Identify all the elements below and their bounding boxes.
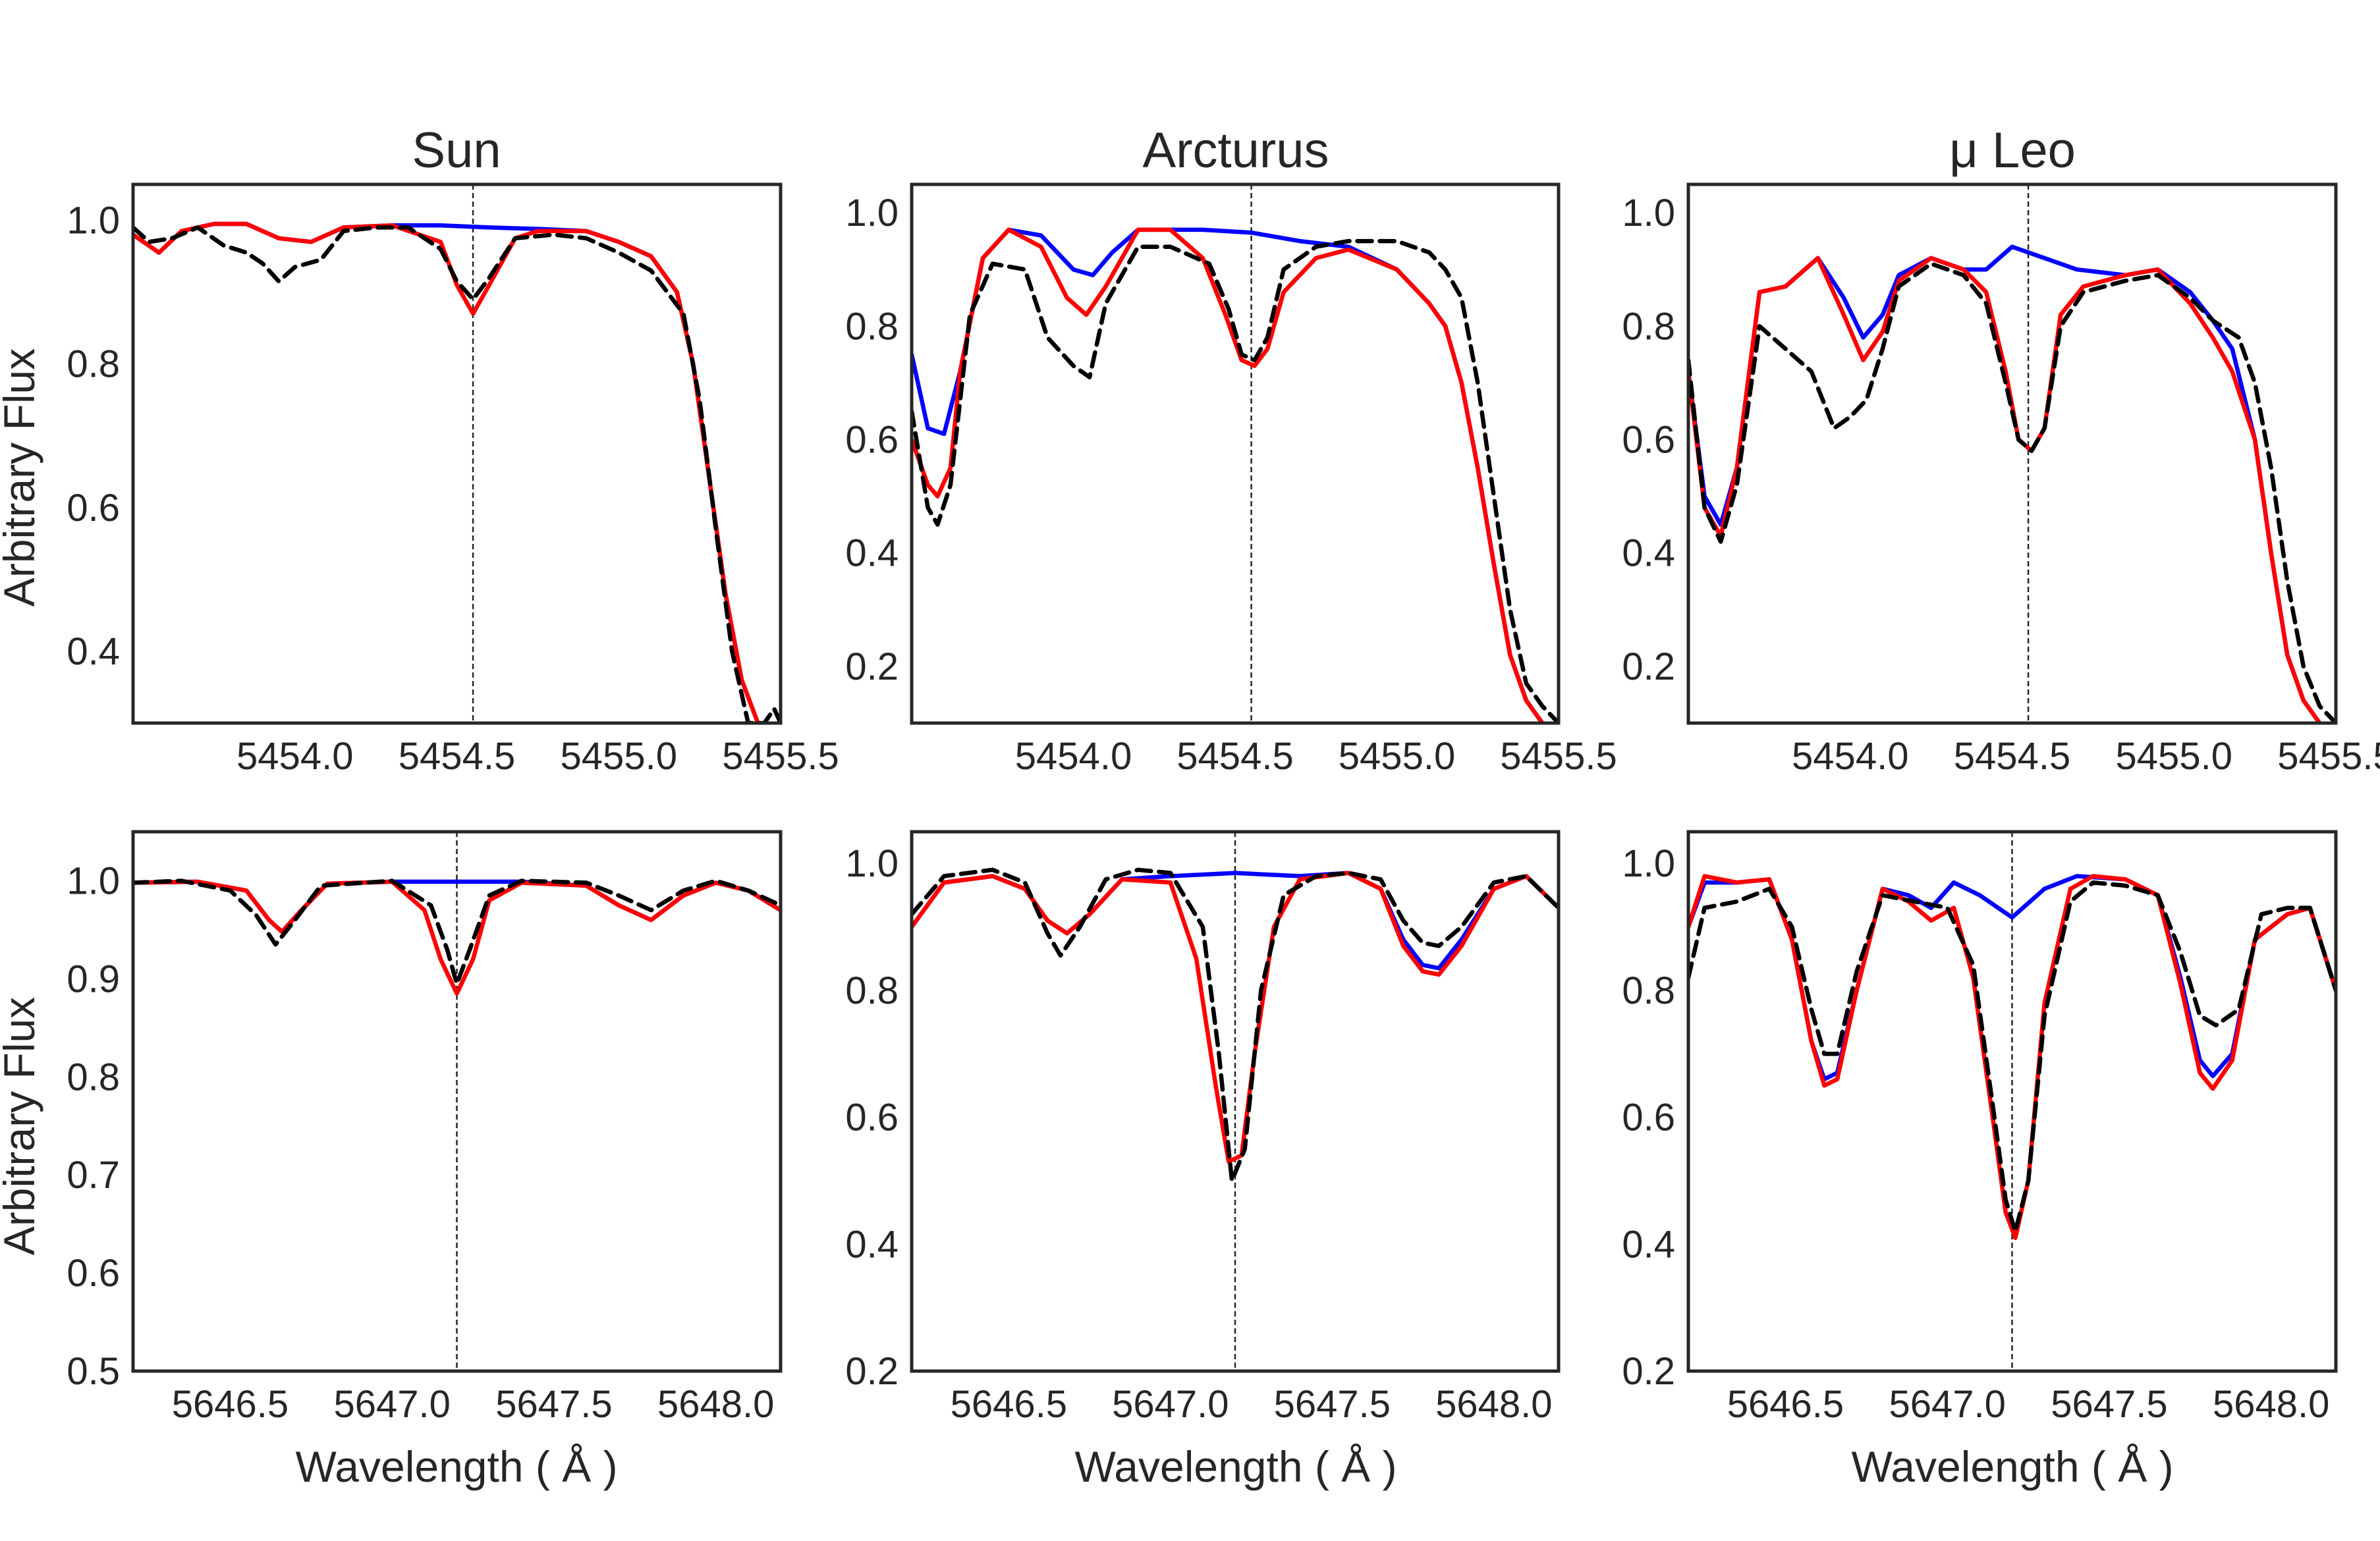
- x-tick-label: 5646.5: [172, 1383, 289, 1426]
- x-tick-label: 5646.5: [951, 1383, 1067, 1426]
- x-tick-label: 5648.0: [2213, 1383, 2329, 1426]
- x-tick-label: 5648.0: [657, 1383, 774, 1426]
- y-tick-label: 0.4: [1622, 1223, 1675, 1266]
- series-red: [1688, 256, 2322, 723]
- plot-area: [133, 832, 781, 1371]
- x-tick-label: 5455.0: [561, 735, 677, 778]
- y-tick-label: 1.0: [67, 200, 120, 242]
- y-tick-label: 0.6: [67, 487, 120, 529]
- y-tick-label: 0.2: [845, 645, 899, 688]
- panel-title-sun: Sun: [412, 122, 501, 178]
- y-tick-label: 1.0: [845, 842, 899, 885]
- x-tick-label: 5455.0: [1339, 735, 1455, 778]
- x-tick-label: 5648.0: [1435, 1383, 1552, 1426]
- axes-frame: [1686, 182, 2338, 725]
- y-tick-label: 0.7: [67, 1154, 120, 1197]
- x-axis-label-right: Wavelength ( Å ): [1851, 1442, 2173, 1491]
- x-tick-label: 5454.0: [236, 735, 353, 778]
- x-axis-label-middle: Wavelength ( Å ): [1074, 1442, 1397, 1491]
- y-tick-label: 0.8: [1622, 305, 1675, 348]
- y-tick-label: 1.0: [1622, 192, 1675, 234]
- axes-frame: [910, 182, 1561, 725]
- x-tick-label: 5647.0: [333, 1383, 450, 1426]
- x-tick-label: 5454.5: [399, 735, 515, 778]
- panel-title-mu-leo: μ Leo: [1949, 122, 2076, 178]
- y-axis-label-top: Arbitrary Flux: [0, 348, 43, 607]
- y-tick-label: 0.2: [1622, 645, 1675, 688]
- plot-area: [133, 184, 781, 723]
- plot-area: [1688, 184, 2336, 723]
- y-tick-label: 0.5: [67, 1350, 120, 1393]
- x-tick-label: 5455.5: [2277, 735, 2380, 778]
- y-tick-label: 0.4: [67, 630, 120, 673]
- x-tick-label: 5454.0: [1015, 735, 1132, 778]
- panel-sun-bottom: 5646.5 5647.0 5647.5 5648.0 0.5 0.6 0.7 0.8 0.9 1…: [67, 830, 783, 1426]
- y-tick-label: 0.6: [845, 1096, 899, 1139]
- axes-frame: [910, 830, 1561, 1373]
- series-red: [912, 227, 1545, 723]
- y-tick-label: 1.0: [67, 859, 120, 902]
- y-tick-label: 1.0: [1622, 842, 1675, 885]
- series-black: [912, 867, 1559, 1183]
- y-axis-label-bottom: Arbitrary Flux: [0, 997, 43, 1255]
- y-tick-label: 0.8: [1622, 969, 1675, 1012]
- panel-mu-leo-bottom: 5646.5 5647.0 5647.5 5648.0 0.2 0.4 0.6 0.8 1.0: [1622, 830, 2338, 1426]
- axes-frame: [1686, 830, 2338, 1373]
- x-tick-label: 5647.0: [1889, 1383, 2005, 1426]
- axes-frame: [131, 830, 783, 1373]
- series-red: [1688, 874, 2336, 1240]
- panel-mu-leo-top: 5454.0 5454.5 5455.0 5455.5 0.2 0.4 0.6 0.8 1.0: [1622, 182, 2380, 778]
- panel-title-arcturus: Arcturus: [1143, 122, 1329, 178]
- x-tick-label: 5455.0: [2116, 735, 2232, 778]
- panel-arcturus-bottom: 5646.5 5647.0 5647.5 5648.0 0.2 0.4 0.6 0.8 1.0: [845, 830, 1561, 1426]
- y-tick-label: 0.4: [845, 532, 899, 575]
- series-black: [1688, 880, 2336, 1234]
- panel-sun-top: 5454.0 5454.5 5455.0 5455.5 0.4 0.6 0.8 1.0: [67, 182, 839, 778]
- x-tick-label: 5454.5: [1176, 735, 1293, 778]
- y-tick-label: 0.6: [1622, 1096, 1675, 1139]
- x-tick-label: 5455.5: [722, 735, 839, 778]
- y-tick-label: 0.6: [845, 418, 899, 461]
- x-axis-label-left: Wavelength ( Å ): [295, 1442, 617, 1491]
- plot-area: [1688, 832, 2336, 1371]
- panel-arcturus-top: 5454.0 5454.5 5455.0 5455.5 0.2 0.4 0.6 0.8 1.0: [845, 182, 1617, 778]
- y-tick-label: 0.4: [845, 1223, 899, 1266]
- y-tick-label: 0.9: [67, 958, 120, 1000]
- y-tick-label: 0.8: [67, 343, 120, 386]
- x-tick-label: 5454.0: [1792, 735, 1908, 778]
- y-tick-label: 0.4: [1622, 532, 1675, 575]
- axes-frame: [131, 182, 783, 725]
- y-tick-label: 0.8: [845, 305, 899, 348]
- series-black: [133, 879, 781, 987]
- series-black: [133, 225, 781, 723]
- x-tick-label: 5454.5: [1954, 735, 2070, 778]
- series-black: [1688, 261, 2336, 723]
- x-tick-label: 5647.5: [495, 1383, 612, 1426]
- plot-area: [912, 832, 1559, 1371]
- y-tick-label: 0.2: [845, 1350, 899, 1393]
- x-tick-label: 5646.5: [1727, 1383, 1844, 1426]
- y-tick-label: 0.8: [67, 1056, 120, 1098]
- y-tick-label: 1.0: [845, 192, 899, 234]
- y-tick-label: 0.6: [67, 1252, 120, 1295]
- x-tick-label: 5647.5: [2051, 1383, 2167, 1426]
- series-black: [912, 238, 1559, 723]
- y-tick-label: 0.8: [845, 969, 899, 1012]
- x-tick-label: 5455.5: [1500, 735, 1617, 778]
- y-tick-label: 0.2: [1622, 1350, 1675, 1393]
- x-tick-label: 5647.0: [1112, 1383, 1229, 1426]
- plot-area: [912, 184, 1559, 723]
- series-red: [133, 879, 781, 996]
- panels: 5454.0 5454.5 5455.0 5455.50.40.60.81.05454…: [67, 182, 2380, 1426]
- x-tick-label: 5647.5: [1274, 1383, 1391, 1426]
- y-tick-label: 0.6: [1622, 418, 1675, 461]
